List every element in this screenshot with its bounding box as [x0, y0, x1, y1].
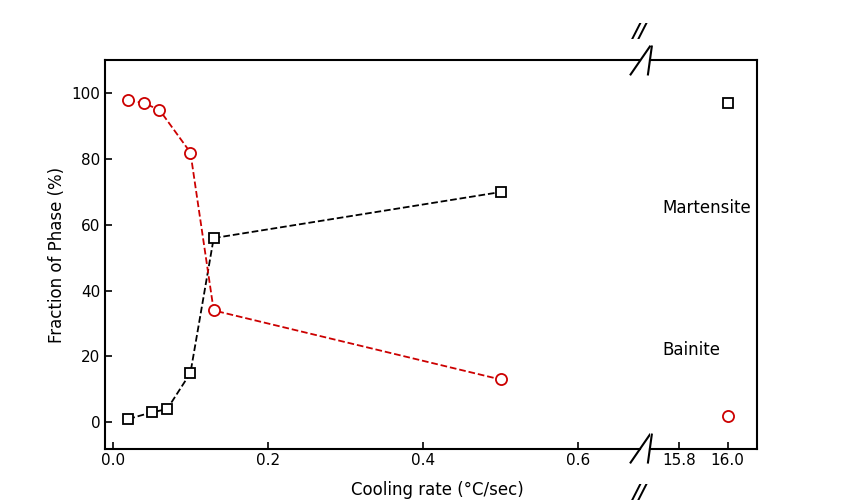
Text: //: // — [633, 483, 648, 502]
Text: Cooling rate (°C/sec): Cooling rate (°C/sec) — [351, 481, 524, 499]
Text: Bainite: Bainite — [662, 341, 720, 359]
Y-axis label: Fraction of Phase (%): Fraction of Phase (%) — [48, 166, 66, 343]
Text: //: // — [633, 22, 648, 41]
Text: Martensite: Martensite — [662, 200, 751, 218]
